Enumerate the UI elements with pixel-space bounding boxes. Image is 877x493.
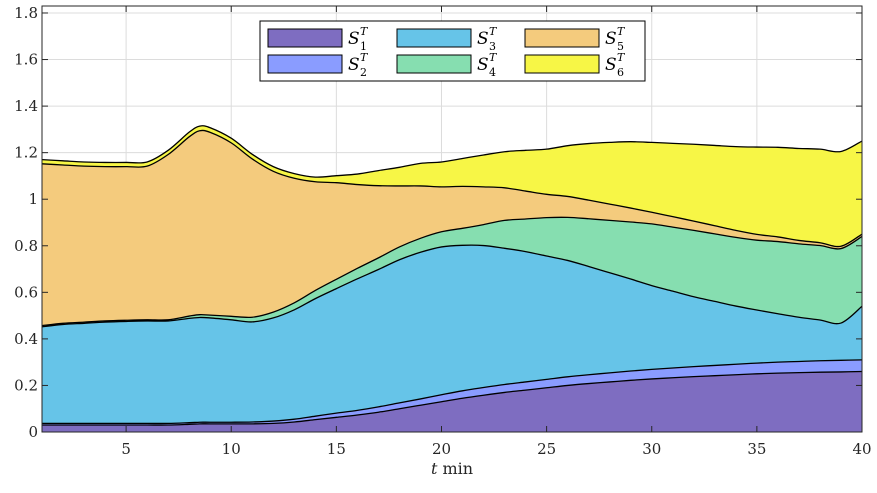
area-S4T xyxy=(42,217,862,327)
x-axis-label: t min xyxy=(431,459,473,478)
legend-label: S xyxy=(605,55,617,75)
legend-swatch xyxy=(524,28,600,48)
y-tick-label: 1.8 xyxy=(14,4,38,22)
legend-label-sub: 4 xyxy=(489,66,496,79)
legend-label-sup: T xyxy=(617,51,626,64)
x-tick-label: 25 xyxy=(537,440,556,458)
legend-label: S xyxy=(477,55,489,75)
x-tick-label: 5 xyxy=(121,440,131,458)
x-label-unit: min xyxy=(437,459,473,478)
y-tick-label: 0 xyxy=(28,423,38,441)
legend-item-S1T: S T 1 xyxy=(267,25,369,53)
x-tick-label: 35 xyxy=(747,440,766,458)
legend-label: S xyxy=(348,29,360,49)
x-tick-label: 40 xyxy=(852,440,871,458)
legend-label-sup: T xyxy=(617,25,626,38)
x-tick-label: 30 xyxy=(642,440,661,458)
boundary-line-S4T xyxy=(41,216,863,327)
legend-item-S3T: S T 3 xyxy=(396,25,498,53)
boundary-line-S5T xyxy=(41,129,863,248)
y-tick-label: 0.8 xyxy=(14,237,38,255)
x-axis-ticks: 5 10 15 20 25 30 35 40 xyxy=(121,6,872,458)
legend-label-sub: 1 xyxy=(360,40,367,53)
legend-label-sub: 6 xyxy=(617,66,624,79)
y-tick-label: 0.2 xyxy=(14,376,38,394)
legend-label-sub: 2 xyxy=(360,66,367,79)
y-tick-label: 1 xyxy=(28,190,38,208)
legend-swatch xyxy=(267,28,343,48)
legend-label-sup: T xyxy=(489,51,498,64)
plot-frame xyxy=(41,5,863,433)
area-S1T xyxy=(42,371,862,432)
boundary-line-S3T xyxy=(41,244,863,328)
legend-label-sup: T xyxy=(489,25,498,38)
y-tick-label: 0.6 xyxy=(14,283,38,301)
x-tick-label: 20 xyxy=(432,440,451,458)
legend-label: S xyxy=(348,55,360,75)
legend: S T1S T2S T3S T4S T5S T6 xyxy=(259,20,646,82)
legend-swatch xyxy=(267,54,343,74)
legend-label-sup: T xyxy=(360,51,369,64)
series-boundary-lines xyxy=(41,125,863,426)
legend-label-sub: 5 xyxy=(617,40,624,53)
y-tick-label: 1.2 xyxy=(14,144,38,162)
legend-swatch xyxy=(524,54,600,74)
legend-item-S2T: S T 2 xyxy=(267,51,369,79)
x-tick-label: 10 xyxy=(222,440,241,458)
legend-item-S5T: S T 5 xyxy=(524,25,626,53)
boundary-line-S2T xyxy=(41,359,863,425)
y-tick-label: 0.4 xyxy=(14,330,38,348)
area-S5T xyxy=(42,130,862,326)
legend-label: S xyxy=(605,29,617,49)
legend-item-S6T: S T 6 xyxy=(524,51,626,79)
y-axis-ticks: 0 0.2 0.4 0.6 0.8 1 1.2 1.4 1.6 1.8 xyxy=(14,4,862,441)
boundary-line-S1T xyxy=(42,370,863,426)
x-tick-label: 15 xyxy=(327,440,346,458)
y-tick-label: 1.6 xyxy=(14,51,38,69)
area-S2T xyxy=(42,359,862,426)
x-label-variable: t xyxy=(431,459,438,478)
area-series-group xyxy=(42,125,862,432)
legend-label-sup: T xyxy=(360,25,369,38)
legend-label-sub: 3 xyxy=(489,40,496,53)
y-tick-label: 1.4 xyxy=(14,97,38,115)
legend-item-S4T: S T 4 xyxy=(396,51,498,79)
legend-swatch xyxy=(396,54,472,74)
legend-label: S xyxy=(477,29,489,49)
area-S3T xyxy=(42,245,862,424)
boundary-line-S6T xyxy=(41,125,863,178)
legend-swatch xyxy=(396,28,472,48)
